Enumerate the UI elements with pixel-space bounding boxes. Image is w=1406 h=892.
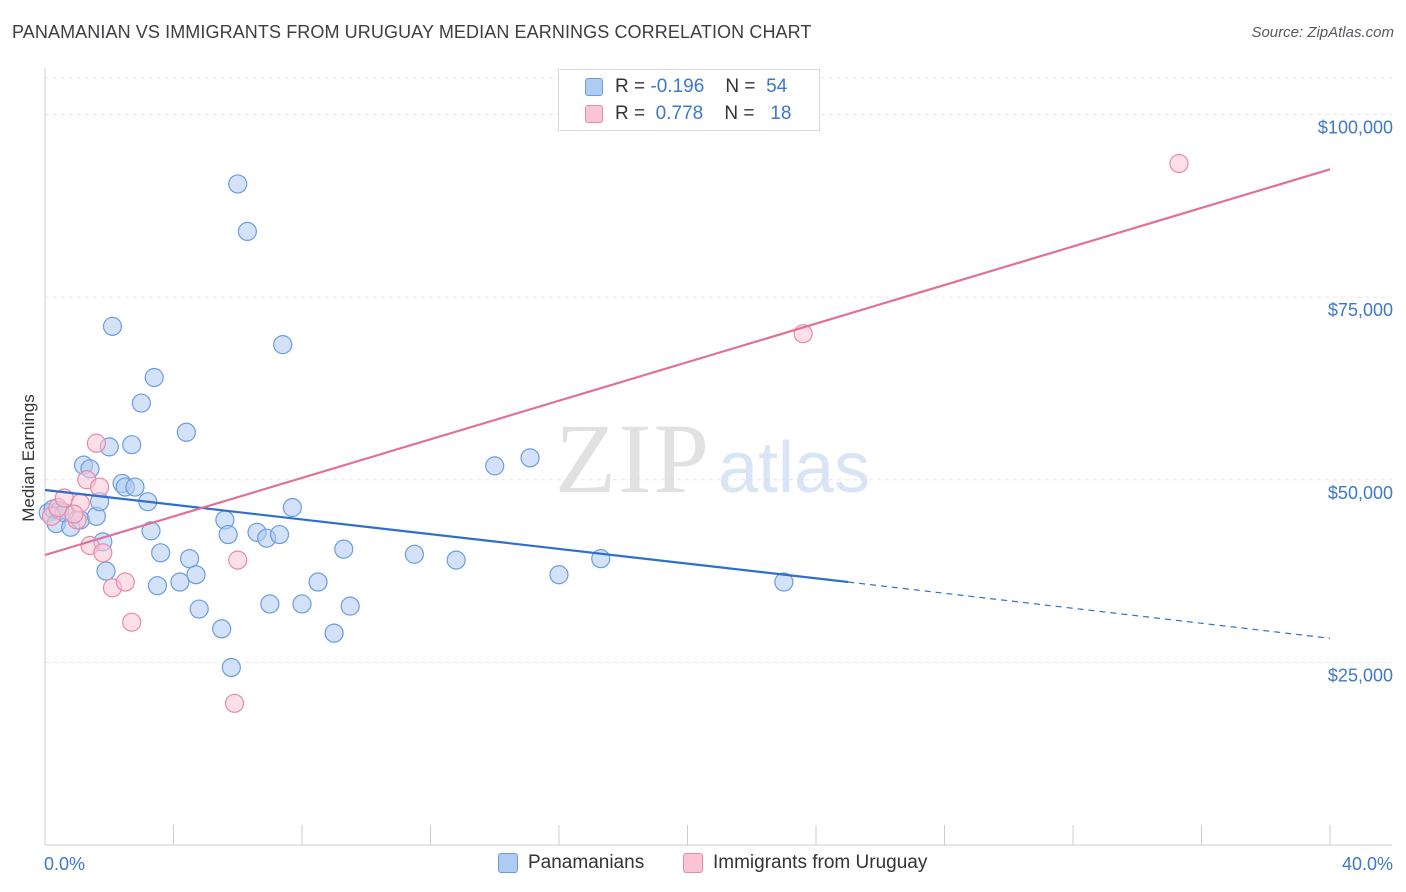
legend-row-uruguay: R = 0.778 N = 18 — [585, 102, 791, 126]
point-panamanians — [131, 393, 151, 413]
trend-lines — [44, 168, 1331, 639]
point-panamanians — [485, 456, 505, 476]
point-panamanians — [774, 572, 794, 592]
legend-n-label: N = — [724, 103, 755, 124]
point-uruguay — [90, 477, 110, 497]
legend-r-label: R = — [615, 103, 646, 124]
legend-row-panamanians: R = -0.196 N = 54 — [585, 75, 787, 99]
x-tick-label-max: 40.0% — [1342, 854, 1393, 874]
series-legend-panamanians: Panamanians — [498, 852, 644, 874]
point-panamanians — [186, 565, 206, 585]
source-credit: Source: ZipAtlas.com — [1251, 24, 1394, 41]
legend-r-value: -0.196 — [650, 76, 705, 97]
point-uruguay — [93, 543, 113, 563]
legend-r-value: 0.778 — [655, 103, 704, 124]
point-panamanians — [446, 550, 466, 570]
gridlines — [45, 77, 1392, 663]
legend-n-value: 18 — [770, 103, 792, 124]
trend-line-panamanians — [44, 488, 849, 584]
tick-labels: $25,000 $50,000 $75,000 $100,000 0.0% 40.0% — [44, 118, 1393, 874]
point-uruguay — [228, 550, 248, 570]
series-label: Immigrants from Uruguay — [713, 852, 928, 873]
watermark-zip: ZIP — [555, 403, 711, 514]
series-swatch-blue — [498, 853, 518, 873]
point-panamanians — [549, 565, 569, 585]
point-panamanians — [147, 576, 168, 596]
point-panamanians — [221, 657, 241, 678]
point-panamanians — [282, 497, 302, 518]
point-panamanians — [189, 599, 209, 619]
chart-title: PANAMANIAN VS IMMIGRANTS FROM URUGUAY ME… — [12, 22, 812, 42]
point-panamanians — [212, 619, 232, 639]
trend-extension-panamanians — [848, 581, 1331, 639]
point-panamanians — [269, 524, 290, 545]
y-tick-label: $50,000 — [1328, 483, 1393, 503]
trend-line-uruguay — [44, 168, 1331, 557]
y-axis-label: Median Earnings — [19, 394, 38, 522]
point-uruguay — [122, 612, 142, 632]
point-panamanians — [520, 448, 540, 468]
point-uruguay — [64, 504, 84, 524]
series-legend-uruguay: Immigrants from Uruguay — [683, 852, 927, 874]
point-panamanians — [96, 561, 116, 581]
point-panamanians — [102, 316, 123, 336]
point-uruguay — [86, 433, 107, 453]
point-uruguay — [1169, 153, 1189, 174]
point-panamanians — [404, 544, 425, 564]
point-uruguay — [115, 572, 135, 592]
watermark-atlas: atlas — [718, 428, 870, 508]
series-legend: Panamanians Immigrants from Uruguay — [0, 852, 1406, 878]
legend-swatch-pink — [585, 105, 603, 123]
legend-r-label: R = — [615, 76, 646, 97]
point-panamanians — [340, 596, 360, 616]
correlation-legend: R = -0.196 N = 54 R = 0.778 N = 18 — [558, 69, 820, 131]
legend-n-label: N = — [725, 76, 756, 97]
y-tick-label: $75,000 — [1328, 300, 1393, 320]
legend-swatch-blue — [585, 78, 603, 96]
point-panamanians — [308, 572, 328, 592]
point-panamanians — [141, 521, 161, 541]
x-tick-label-min: 0.0% — [44, 854, 85, 874]
legend-n-value: 54 — [766, 76, 788, 97]
series-swatch-pink — [683, 853, 703, 873]
y-tick-label: $25,000 — [1328, 665, 1393, 685]
series-label: Panamanians — [528, 852, 645, 873]
point-panamanians — [273, 335, 293, 355]
axes — [44, 68, 1392, 846]
point-uruguay — [224, 693, 245, 713]
point-panamanians — [334, 539, 354, 559]
point-panamanians — [228, 174, 248, 194]
y-tick-label: $100,000 — [1318, 118, 1393, 138]
point-panamanians — [292, 594, 312, 614]
point-panamanians — [260, 594, 280, 614]
point-panamanians — [170, 572, 190, 592]
point-panamanians — [151, 543, 171, 563]
watermark: ZIP atlas — [555, 403, 870, 514]
point-panamanians — [122, 435, 142, 455]
point-panamanians — [176, 422, 196, 442]
point-panamanians — [324, 623, 344, 643]
point-panamanians — [144, 367, 164, 388]
point-panamanians — [125, 477, 145, 497]
point-panamanians — [237, 221, 257, 241]
point-panamanians — [179, 549, 200, 569]
point-panamanians — [218, 524, 238, 545]
